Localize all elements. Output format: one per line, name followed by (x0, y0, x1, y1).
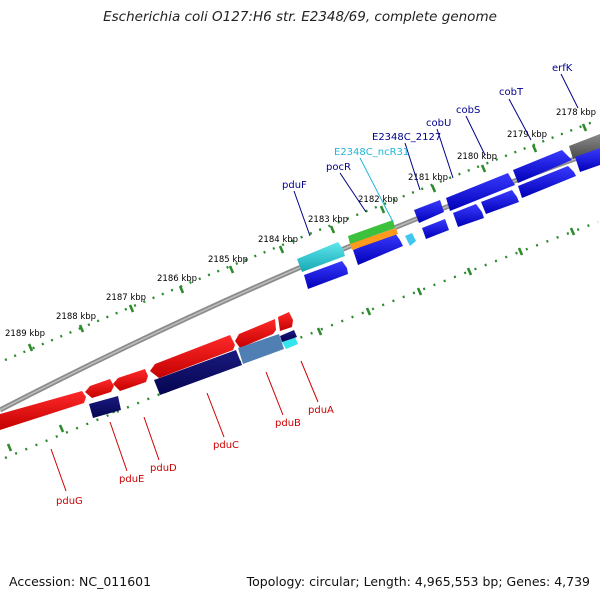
scale-label-2178: 2178 kbp (556, 108, 596, 118)
gene-row2-c[interactable] (453, 204, 484, 227)
scale-label-2186: 2186 kbp (157, 274, 197, 284)
gene-row2-a[interactable] (518, 166, 576, 198)
map-title: Escherichia coli O127:H6 str. E2348/69, … (103, 9, 497, 25)
scale-label-2180: 2180 kbp (457, 152, 497, 162)
scale-label-2185: 2185 kbp (208, 255, 248, 265)
accession-text: Accession: NC_011601 (9, 574, 152, 589)
forward-gene-track (297, 134, 600, 289)
gene-label-E2348C_ncR31[interactable]: E2348C_ncR31 (334, 147, 409, 158)
gene-label-cobU[interactable]: cobU (426, 118, 451, 129)
gene-label-pduE[interactable]: pduE (119, 474, 144, 485)
gene-pocR-arrow[interactable] (353, 233, 403, 265)
gene-pduA-red[interactable] (278, 312, 293, 331)
gene-row2-b[interactable] (481, 190, 519, 214)
gene-label-pduF[interactable]: pduF (282, 180, 307, 191)
gene-cobS-arrow[interactable] (446, 173, 515, 211)
gene-erfK-row2[interactable] (575, 148, 600, 172)
outer-tick-ring (4, 118, 599, 362)
scale-label-2187: 2187 kbp (106, 293, 146, 303)
gene-label-pduC[interactable]: pduC (213, 440, 239, 451)
scale-label-2182: 2182 kbp (358, 195, 398, 205)
gene-label-cobS[interactable]: cobS (456, 105, 480, 116)
gene-pduG-red[interactable] (0, 391, 86, 430)
scale-label-2189: 2189 kbp (5, 329, 45, 339)
gene-pduD-red[interactable] (113, 369, 148, 391)
major-ticks-outer (27, 123, 588, 352)
gene-label-pduB[interactable]: pduB (275, 418, 301, 429)
gene-overlay-green[interactable] (348, 220, 395, 244)
scale-labels: 2178 kbp 2179 kbp 2180 kbp 2181 kbp 2182… (5, 108, 596, 339)
inner-tick-ring (4, 220, 599, 460)
gene-row2-e[interactable] (304, 261, 348, 289)
gene-pduA-cyan[interactable] (282, 337, 298, 349)
gene-pduC-red[interactable] (150, 335, 235, 378)
gene-E2348C_ncR31[interactable] (405, 233, 416, 246)
gene-pduF-arrow[interactable] (297, 242, 345, 272)
gene-cobT-arrow[interactable] (513, 150, 572, 183)
gene-pduB-steel[interactable] (238, 334, 284, 364)
topology-text: Topology: circular; Length: 4,965,553 bp… (246, 574, 590, 589)
scale-label-2183: 2183 kbp (308, 215, 348, 225)
scale-label-2184: 2184 kbp (258, 235, 298, 245)
gene-pduE-red[interactable] (85, 379, 114, 398)
gene-label-pduG[interactable]: pduG (56, 496, 83, 507)
gene-pduB-red[interactable] (235, 319, 276, 348)
label-lines (50, 73, 579, 492)
gene-pduA-navy[interactable] (280, 330, 297, 342)
gene-row2-d[interactable] (422, 219, 449, 239)
gene-cobU-arrow[interactable] (414, 200, 444, 223)
reverse-gene-labels: pduA pduB pduC pduD pduE pduG (56, 405, 334, 507)
gene-label-pduA[interactable]: pduA (308, 405, 334, 416)
gene-pduC-navy[interactable] (154, 350, 242, 395)
gene-label-pocR[interactable]: pocR (326, 162, 351, 173)
gene-label-erfK[interactable]: erfK (552, 63, 573, 74)
reverse-gene-track (0, 312, 298, 430)
gene-overlay-orange[interactable] (350, 228, 398, 250)
scale-label-2188: 2188 kbp (56, 312, 96, 322)
gene-label-cobT[interactable]: cobT (499, 87, 524, 98)
gene-pduE-navy[interactable] (89, 396, 121, 418)
scale-label-2179: 2179 kbp (507, 130, 547, 140)
gene-label-pduD[interactable]: pduD (150, 463, 177, 474)
forward-gene-labels: erfK cobT cobS cobU E2348C_2127 E2348C_n… (282, 63, 573, 191)
gene-label-E2348C_2127[interactable]: E2348C_2127 (372, 132, 441, 143)
gene-grey[interactable] (569, 134, 600, 159)
scale-label-2181: 2181 kbp (408, 173, 448, 183)
